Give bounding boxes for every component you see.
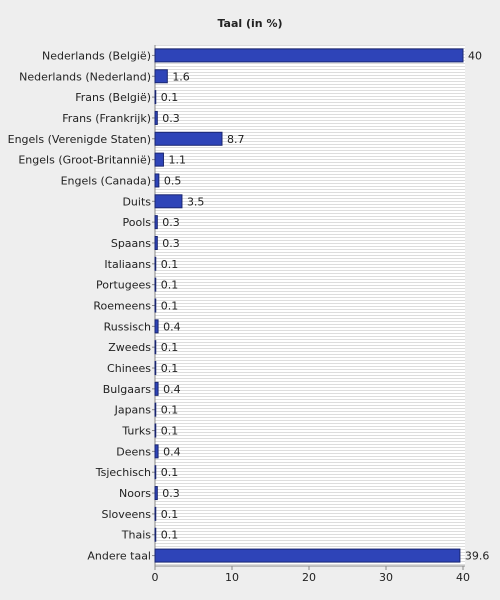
y-tick-label: Duits xyxy=(122,195,151,208)
bar xyxy=(154,235,158,250)
bar xyxy=(154,215,158,230)
bar xyxy=(154,381,159,396)
bar xyxy=(154,361,157,376)
y-tick-label: Thais xyxy=(121,529,151,542)
data-label: 0.1 xyxy=(161,529,179,542)
data-label: 0.3 xyxy=(162,216,180,229)
y-tick-label: Nederlands (België) xyxy=(42,49,151,62)
bar xyxy=(154,152,164,167)
bar xyxy=(154,423,157,438)
data-label: 0.4 xyxy=(163,320,181,333)
data-label: 8.7 xyxy=(227,133,245,146)
data-label: 0.4 xyxy=(163,383,181,396)
bar xyxy=(154,527,157,542)
x-tick-label: 40 xyxy=(456,571,470,584)
data-label: 0.1 xyxy=(161,258,179,271)
bar xyxy=(154,69,168,84)
bar xyxy=(154,444,159,459)
x-tick-label: 10 xyxy=(225,571,239,584)
bar xyxy=(154,277,157,292)
y-tick-label: Frans (Frankrijk) xyxy=(62,112,151,125)
bar xyxy=(154,131,223,146)
y-tick-label: Noors xyxy=(119,487,151,500)
data-label: 0.5 xyxy=(164,174,182,187)
y-tick-label: Zweeds xyxy=(108,341,151,354)
plot-area xyxy=(155,45,465,566)
data-label: 0.1 xyxy=(161,279,179,292)
data-label: 3.5 xyxy=(187,195,205,208)
y-tick-label: Roemeens xyxy=(93,300,151,313)
y-tick-label: Turks xyxy=(121,425,151,438)
data-label: 0.1 xyxy=(161,404,179,417)
y-tick-label: Tsjechisch xyxy=(95,466,151,479)
y-tick-label: Nederlands (Nederland) xyxy=(19,70,151,83)
data-label: 0.1 xyxy=(161,425,179,438)
data-label: 39.6 xyxy=(465,550,490,563)
bar xyxy=(154,548,461,563)
bar xyxy=(154,90,157,105)
data-label: 0.3 xyxy=(162,237,180,250)
bar xyxy=(154,486,158,501)
y-tick-label: Engels (Verenigde Staten) xyxy=(8,133,151,146)
data-label: 0.1 xyxy=(161,341,179,354)
data-label: 40 xyxy=(468,49,482,62)
bar xyxy=(154,173,160,188)
y-tick-label: Deens xyxy=(116,445,151,458)
y-tick-label: Engels (Canada) xyxy=(61,174,151,187)
x-tick-label: 30 xyxy=(379,571,393,584)
y-tick-label: Russisch xyxy=(104,320,151,333)
bar xyxy=(154,194,183,209)
bar xyxy=(154,506,157,521)
bar xyxy=(154,48,464,63)
y-tick-label: Spaans xyxy=(111,237,151,250)
y-tick-label: Japans xyxy=(114,404,152,417)
x-tick-label: 20 xyxy=(302,571,316,584)
data-label: 0.1 xyxy=(161,91,179,104)
bar xyxy=(154,465,157,480)
data-label: 0.3 xyxy=(162,487,180,500)
data-label: 1.1 xyxy=(168,154,186,167)
bar xyxy=(154,256,157,271)
data-label: 0.1 xyxy=(161,466,179,479)
bar xyxy=(154,298,157,313)
data-label: 0.4 xyxy=(163,445,181,458)
data-label: 1.6 xyxy=(172,70,190,83)
y-tick-label: Portugees xyxy=(96,279,151,292)
bar xyxy=(154,110,158,125)
y-tick-label: Sloveens xyxy=(101,508,151,521)
y-tick-label: Pools xyxy=(123,216,152,229)
y-tick-label: Frans (België) xyxy=(75,91,151,104)
y-tick-label: Bulgaars xyxy=(103,383,152,396)
y-tick-label: Italiaans xyxy=(104,258,151,271)
data-label: 0.1 xyxy=(161,362,179,375)
chart-title: Taal (in %) xyxy=(217,17,282,30)
bar xyxy=(154,340,157,355)
y-tick-label: Andere taal xyxy=(87,550,151,563)
y-tick-label: Chinees xyxy=(107,362,151,375)
data-label: 0.1 xyxy=(161,300,179,313)
bar xyxy=(154,402,157,417)
bar xyxy=(154,319,159,334)
y-tick-label: Engels (Groot-Britannië) xyxy=(18,154,151,167)
data-label: 0.3 xyxy=(162,112,180,125)
data-label: 0.1 xyxy=(161,508,179,521)
x-tick-label: 0 xyxy=(152,571,159,584)
